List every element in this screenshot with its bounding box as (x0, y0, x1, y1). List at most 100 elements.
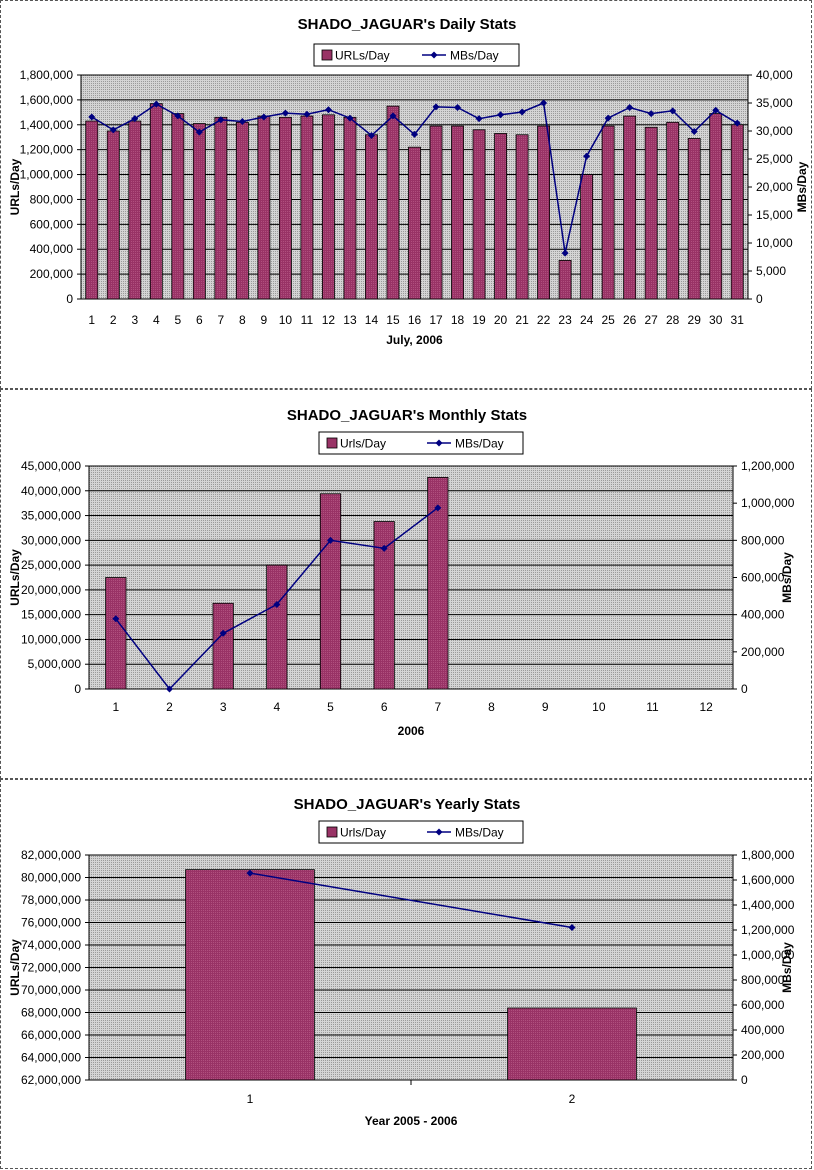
y-tick-label: 15,000,000 (21, 608, 81, 622)
line-marker (195, 128, 203, 136)
line-marker (166, 685, 173, 693)
line-marker (219, 629, 227, 637)
y2-tick-label: 1,200,000 (741, 923, 795, 937)
legend-label: URLs/Day (335, 49, 390, 63)
y2-axis-label: MBs/Day (795, 161, 809, 212)
y-tick-label: 1,400,000 (20, 118, 74, 132)
line-marker (626, 103, 634, 111)
y-tick-label: 10,000,000 (21, 632, 81, 646)
y2-tick-label: 25,000 (756, 152, 793, 166)
y2-tick-label: 200,000 (741, 645, 785, 659)
y-tick-label: 82,000,000 (21, 848, 81, 862)
bar (537, 125, 551, 300)
line-marker (497, 111, 505, 119)
bar (278, 116, 292, 300)
y2-tick-label: 800,000 (741, 973, 785, 987)
bar (322, 114, 335, 300)
yearly-stats-panel: SHADO_JAGUAR's Yearly Stats Urls/Day MBs/D… (0, 779, 812, 1169)
line-marker (112, 615, 120, 623)
bar (266, 564, 288, 690)
bar (687, 138, 701, 300)
x-tick-label: 2 (569, 1092, 576, 1106)
x-tick-label: 4 (153, 313, 160, 327)
y2-tick-label: 5,000 (756, 264, 786, 278)
line-marker (690, 128, 698, 136)
y2-tick-label: 400,000 (741, 1023, 785, 1037)
line-marker (712, 106, 720, 114)
x-tick-label: 15 (386, 313, 400, 327)
y-axis-label: URLs/Day (8, 939, 22, 996)
y-tick-label: 800,000 (30, 192, 74, 206)
line-marker (540, 99, 548, 107)
x-tick-label: 7 (434, 700, 441, 714)
x-tick-label: 19 (472, 313, 486, 327)
line-marker (647, 110, 655, 118)
y-tick-label: 0 (66, 292, 73, 306)
legend-label: MBs/Day (450, 49, 499, 63)
line-marker (568, 924, 576, 931)
bar (257, 115, 271, 300)
y2-tick-label: 10,000 (756, 236, 793, 250)
y-tick-label: 78,000,000 (21, 893, 81, 907)
line-marker (217, 116, 225, 124)
y-tick-label: 35,000,000 (21, 509, 81, 523)
line-marker (604, 114, 612, 122)
x-tick-label: 21 (515, 313, 529, 327)
x-tick-label: 8 (239, 313, 246, 327)
series-line (249, 872, 573, 929)
bar (507, 1007, 637, 1081)
line-marker (411, 130, 418, 138)
line-marker (260, 113, 268, 121)
line-marker (669, 107, 677, 115)
x-tick-label: 27 (644, 313, 658, 327)
y2-tick-label: 1,200,000 (741, 459, 795, 473)
y2-tick-label: 35,000 (756, 96, 793, 110)
bar (214, 116, 228, 300)
line-marker (281, 109, 289, 117)
y-tick-label: 0 (74, 682, 81, 696)
x-tick-label: 17 (429, 313, 443, 327)
line-marker (303, 110, 311, 118)
bar (185, 869, 315, 1081)
x-tick-label: 20 (494, 313, 508, 327)
x-axis-label: Year 2005 - 2006 (365, 1114, 458, 1128)
x-tick-label: 16 (408, 313, 422, 327)
x-tick-label: 8 (488, 700, 495, 714)
bar (106, 130, 120, 300)
y-tick-label: 5,000,000 (28, 657, 82, 671)
bar (149, 103, 163, 300)
legend-label: Urls/Day (340, 437, 386, 451)
x-tick-label: 13 (343, 313, 357, 327)
line-marker (131, 115, 139, 123)
y2-tick-label: 400,000 (741, 608, 785, 622)
line-marker (432, 103, 440, 111)
line-marker (246, 869, 254, 877)
x-tick-label: 14 (365, 313, 379, 327)
x-tick-label: 1 (112, 700, 119, 714)
line-marker (109, 126, 117, 134)
bar (709, 113, 723, 300)
x-tick-label: 11 (301, 313, 314, 327)
x-tick-label: 29 (688, 313, 702, 327)
x-tick-label: 12 (322, 313, 336, 327)
y-tick-label: 66,000,000 (21, 1028, 81, 1042)
plot-area (88, 465, 734, 690)
x-tick-label: 23 (558, 313, 572, 327)
bar (365, 134, 378, 300)
chart-title: SHADO_JAGUAR's Monthly Stats (287, 407, 527, 424)
y-tick-label: 20,000,000 (21, 583, 81, 597)
bar (128, 120, 142, 300)
line-marker (327, 536, 334, 544)
bar (666, 121, 680, 300)
line-marker (583, 152, 591, 160)
y-tick-label: 30,000,000 (21, 533, 81, 547)
legend-bar-swatch (326, 437, 338, 449)
chart-title: SHADO_JAGUAR's Yearly Stats (294, 796, 521, 813)
y-tick-label: 200,000 (30, 267, 74, 281)
y2-tick-label: 0 (741, 682, 748, 696)
bar (343, 116, 357, 300)
y2-tick-label: 1,800,000 (741, 848, 795, 862)
line-marker (380, 544, 388, 552)
x-axis-label: July, 2006 (386, 333, 443, 347)
bar (235, 121, 249, 300)
